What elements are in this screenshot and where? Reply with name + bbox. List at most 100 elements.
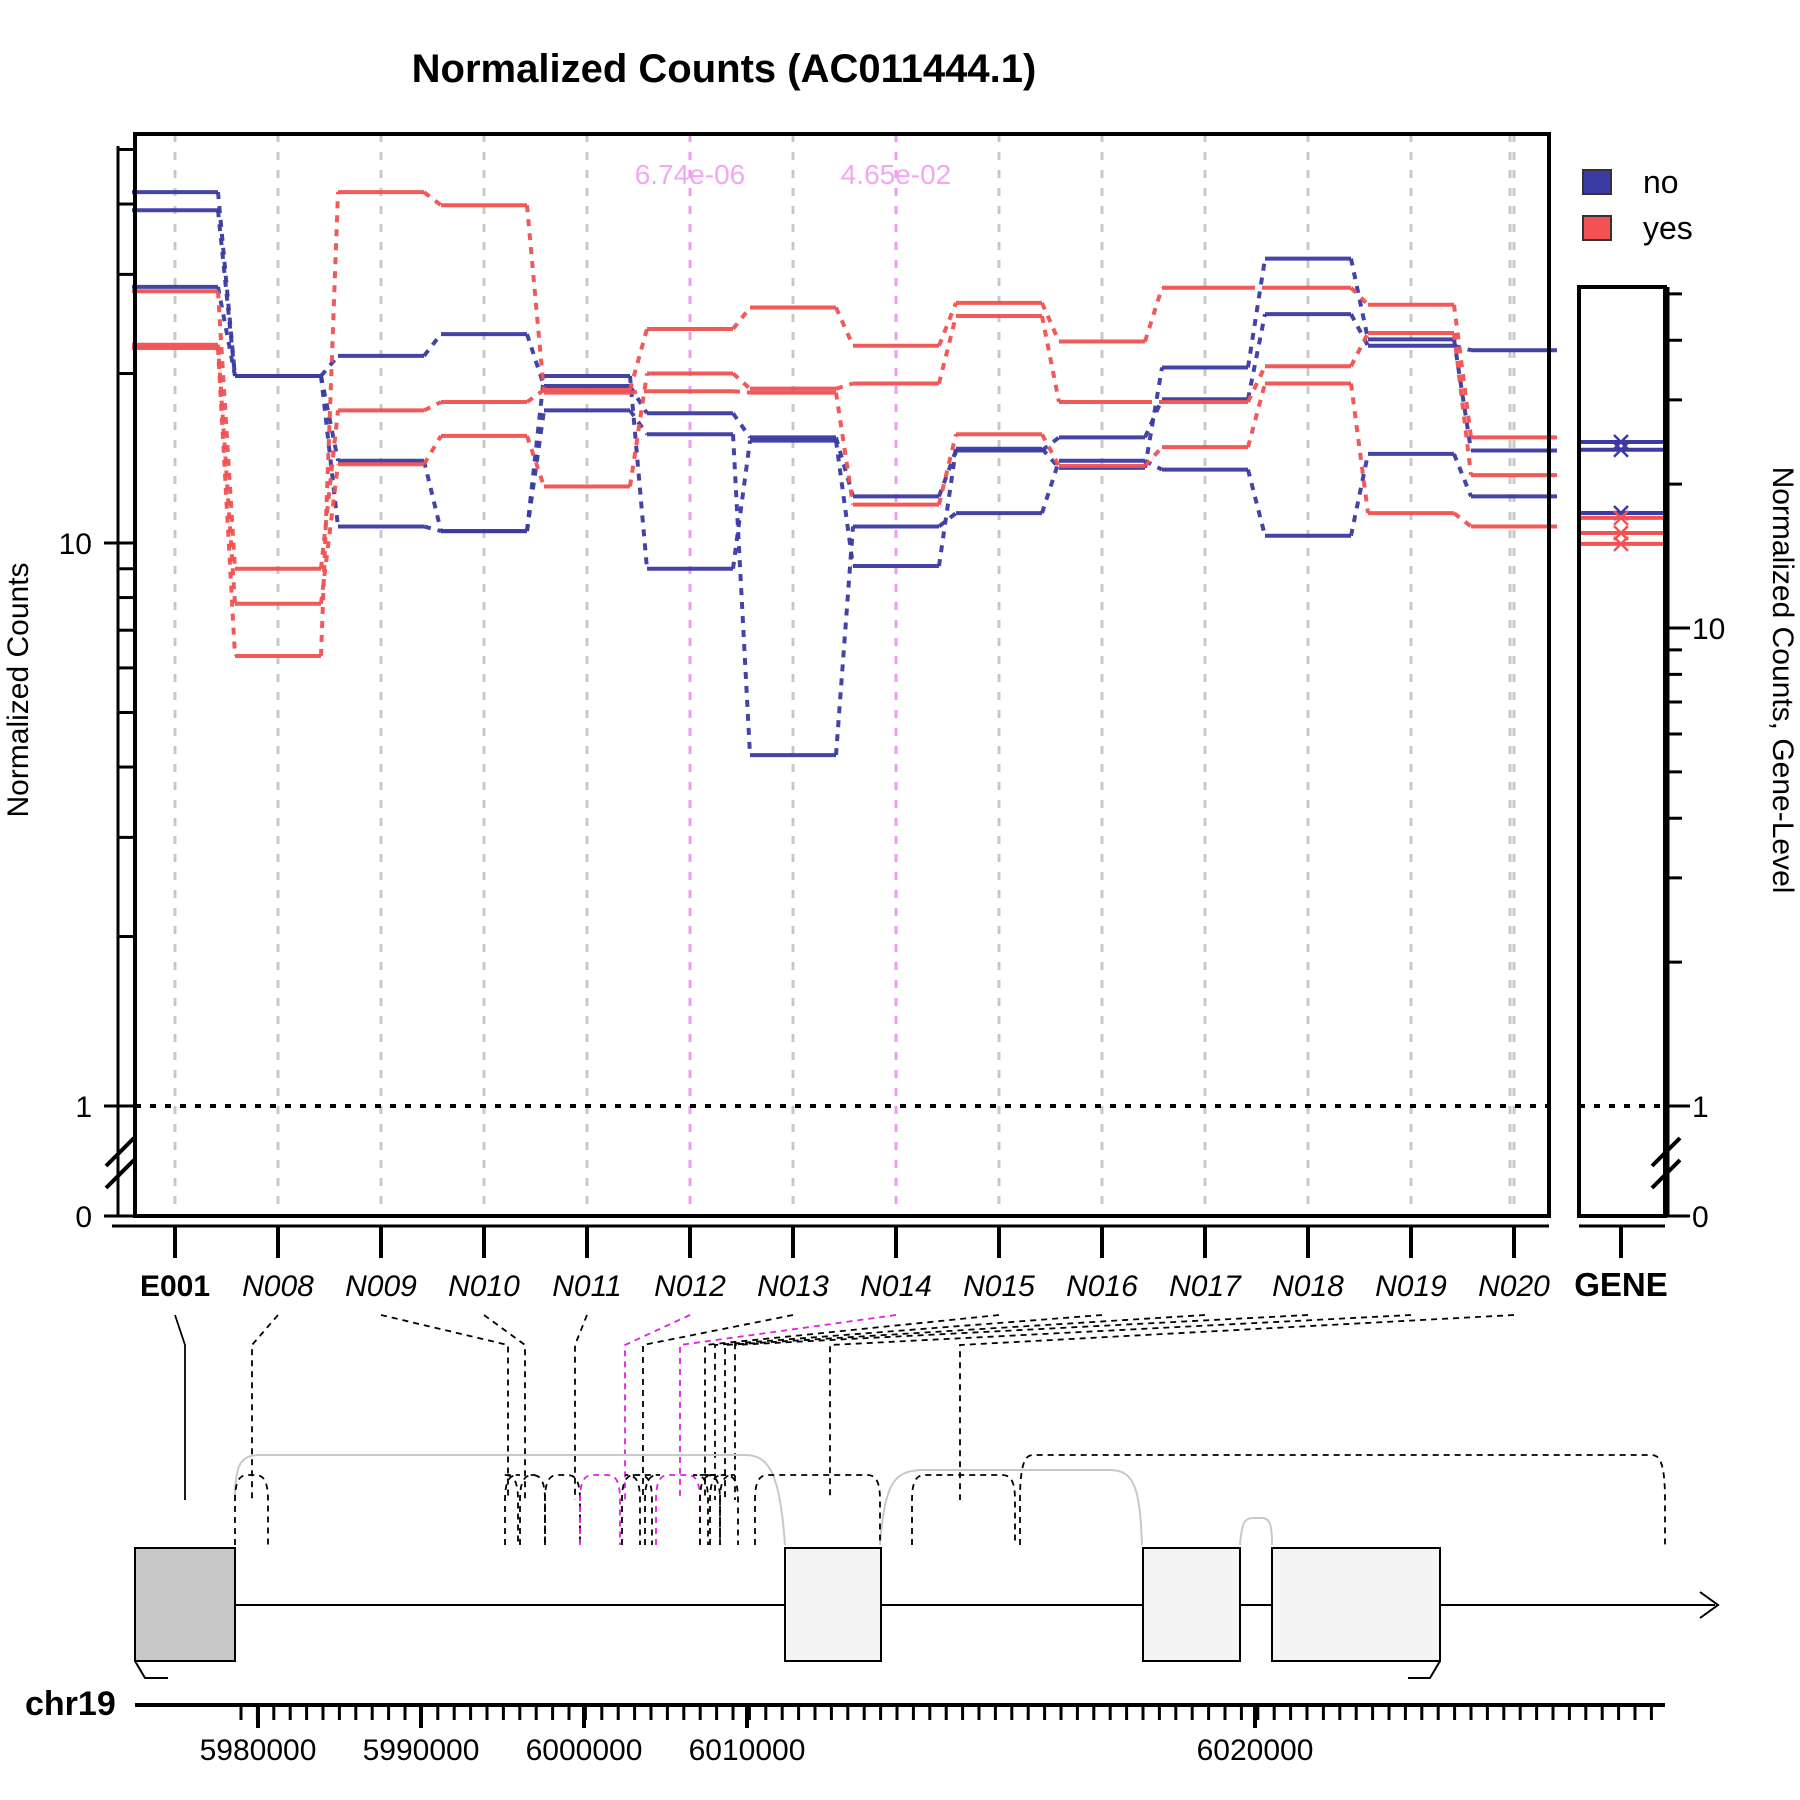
series-5-connector-9: [1143, 445, 1164, 468]
series-2-connector-5: [731, 434, 752, 756]
series-1-connector-1: [319, 354, 340, 378]
feature-connector-N015: [704, 1314, 1000, 1500]
exon-3: [1142, 1547, 1241, 1662]
gene-level-layer: [1579, 434, 1665, 552]
series-3-connector-2: [423, 400, 442, 413]
pvalue-label-0: 6.74e-06: [635, 159, 746, 190]
junction-arc-13: [1019, 1454, 1666, 1545]
x-tick-label-N012: N012: [654, 1270, 726, 1303]
x-tick-label-N019: N019: [1375, 1270, 1447, 1303]
exon-first: [134, 1547, 236, 1662]
gene-level-marker-5: [1613, 535, 1629, 552]
x-tick-label-E001: E001: [140, 1270, 210, 1303]
x-tick-label-N017: N017: [1169, 1270, 1242, 1303]
junction-arc-5: [621, 1474, 641, 1545]
feature-connector-N017: [724, 1314, 1206, 1500]
series-layer: [132, 190, 1557, 758]
junction-arc-second: [879, 1469, 1143, 1546]
series-5-connector-12: [1452, 511, 1473, 529]
right-tick-label-10: 10: [1692, 613, 1725, 646]
exon-2: [784, 1547, 882, 1662]
pvalue-label-1: 4.65e-02: [841, 159, 952, 190]
series-4-connector-12: [1452, 332, 1473, 476]
junction-arc-6: [636, 1474, 661, 1545]
series-2-connector-2: [423, 524, 442, 534]
legend-swatch-yes: [1582, 215, 1612, 241]
right-y-axis-label: Normalized Counts, Gene-Level: [1766, 467, 1799, 894]
left-axis-break: [104, 1136, 136, 1190]
exon-bracket-right: [1408, 1660, 1441, 1679]
feature-connector-N016: [714, 1314, 1103, 1500]
y-axis-label: Normalized Counts: [2, 562, 35, 817]
series-2-connector-3: [525, 410, 546, 532]
x-tick-label-N011: N011: [552, 1270, 622, 1303]
series-0-connector-7: [937, 448, 958, 567]
series-0-connector-8: [1040, 447, 1061, 470]
series-4-connector-7: [937, 315, 958, 384]
junction-arc-0: [234, 1474, 269, 1545]
feature-connector-N010: [483, 1314, 526, 1500]
series-1-connector-6: [834, 436, 855, 497]
exon-bracket-left: [134, 1660, 168, 1679]
series-3-connector-11: [1349, 286, 1370, 307]
genome-axis: 5980000 5990000 6000000 6010000 6020000: [135, 1703, 1665, 1767]
series-5-connector-7: [937, 433, 958, 506]
feature-connector-N019: [829, 1314, 1412, 1500]
series-5-connector-3: [525, 205, 546, 393]
gene-level-marker-3: [1613, 509, 1629, 526]
junction-arc-8: [692, 1474, 716, 1545]
series-4-connector-5: [731, 372, 752, 391]
series-1-connector-8: [1040, 435, 1061, 453]
x-tick-label-N009: N009: [345, 1270, 417, 1303]
genome-tick-label-5980000: 5980000: [200, 1734, 317, 1767]
genome-tick-label-6020000: 6020000: [1197, 1734, 1314, 1767]
left-tick-label-0: 0: [75, 1201, 92, 1234]
feature-connector-N014: [679, 1314, 897, 1500]
series-0-connector-0: [216, 191, 237, 377]
genome-tick-label-6010000: 6010000: [689, 1734, 806, 1767]
feature-connector-N008: [251, 1314, 279, 1500]
series-0-connector-4: [628, 375, 649, 569]
series-3-connector-5: [731, 306, 752, 331]
series-0-connector-9: [1143, 367, 1164, 469]
series-2-connector-8: [1040, 460, 1061, 514]
x-tick-label-N020: N020: [1478, 1270, 1550, 1303]
junction-arc-main: [234, 1454, 786, 1546]
strand-arrow: [1699, 1591, 1720, 1619]
feature-connector-N018: [734, 1314, 1309, 1500]
series-2-connector-0: [216, 286, 237, 377]
series-1-connector-5: [731, 412, 752, 439]
feature-connector-N009: [380, 1314, 509, 1500]
x-tick-label-N010: N010: [448, 1270, 520, 1303]
junction-arc-1: [502, 1474, 521, 1545]
right-tick-label-1: 1: [1692, 1091, 1709, 1124]
x-tick-label-N016: N016: [1066, 1270, 1138, 1303]
series-1-connector-2: [422, 332, 443, 358]
series-1-connector-12: [1453, 343, 1472, 353]
legend-label-yes: yes: [1643, 210, 1693, 246]
series-4-connector-8: [1040, 315, 1061, 403]
series-3-connector-1: [319, 410, 340, 569]
series-2-connector-4: [628, 409, 649, 436]
legend-swatch-no: [1582, 169, 1612, 195]
exon-4: [1271, 1547, 1441, 1662]
genome-tick-label-6000000: 6000000: [526, 1734, 643, 1767]
legend: no yes: [1582, 164, 1693, 246]
series-0-connector-2: [422, 460, 443, 532]
chart-title: Normalized Counts (AC011444.1): [412, 47, 1037, 91]
x-tick-label-N015: N015: [963, 1270, 1035, 1303]
axis-layer: 0 1 10 0 1 10 E001 N008 N009 N010 N011 N012 N013 N014…: [59, 146, 1725, 1303]
left-tick-label-10: 10: [59, 528, 92, 561]
series-2-connector-7: [937, 511, 958, 529]
series-3-connector-4: [628, 328, 649, 391]
feature-connector-N020: [959, 1314, 1515, 1500]
series-1-connector-10: [1246, 313, 1267, 400]
series-5-connector-4: [629, 389, 648, 395]
junction-arc-2: [519, 1474, 546, 1545]
series-5-connector-6: [834, 392, 855, 505]
junction-arc-third: [1239, 1517, 1273, 1546]
x-tick-label-N018: N018: [1272, 1270, 1344, 1303]
x-tick-label-N014: N014: [860, 1270, 932, 1303]
legend-label-no: no: [1643, 164, 1679, 200]
series-5-connector-5: [732, 389, 751, 395]
